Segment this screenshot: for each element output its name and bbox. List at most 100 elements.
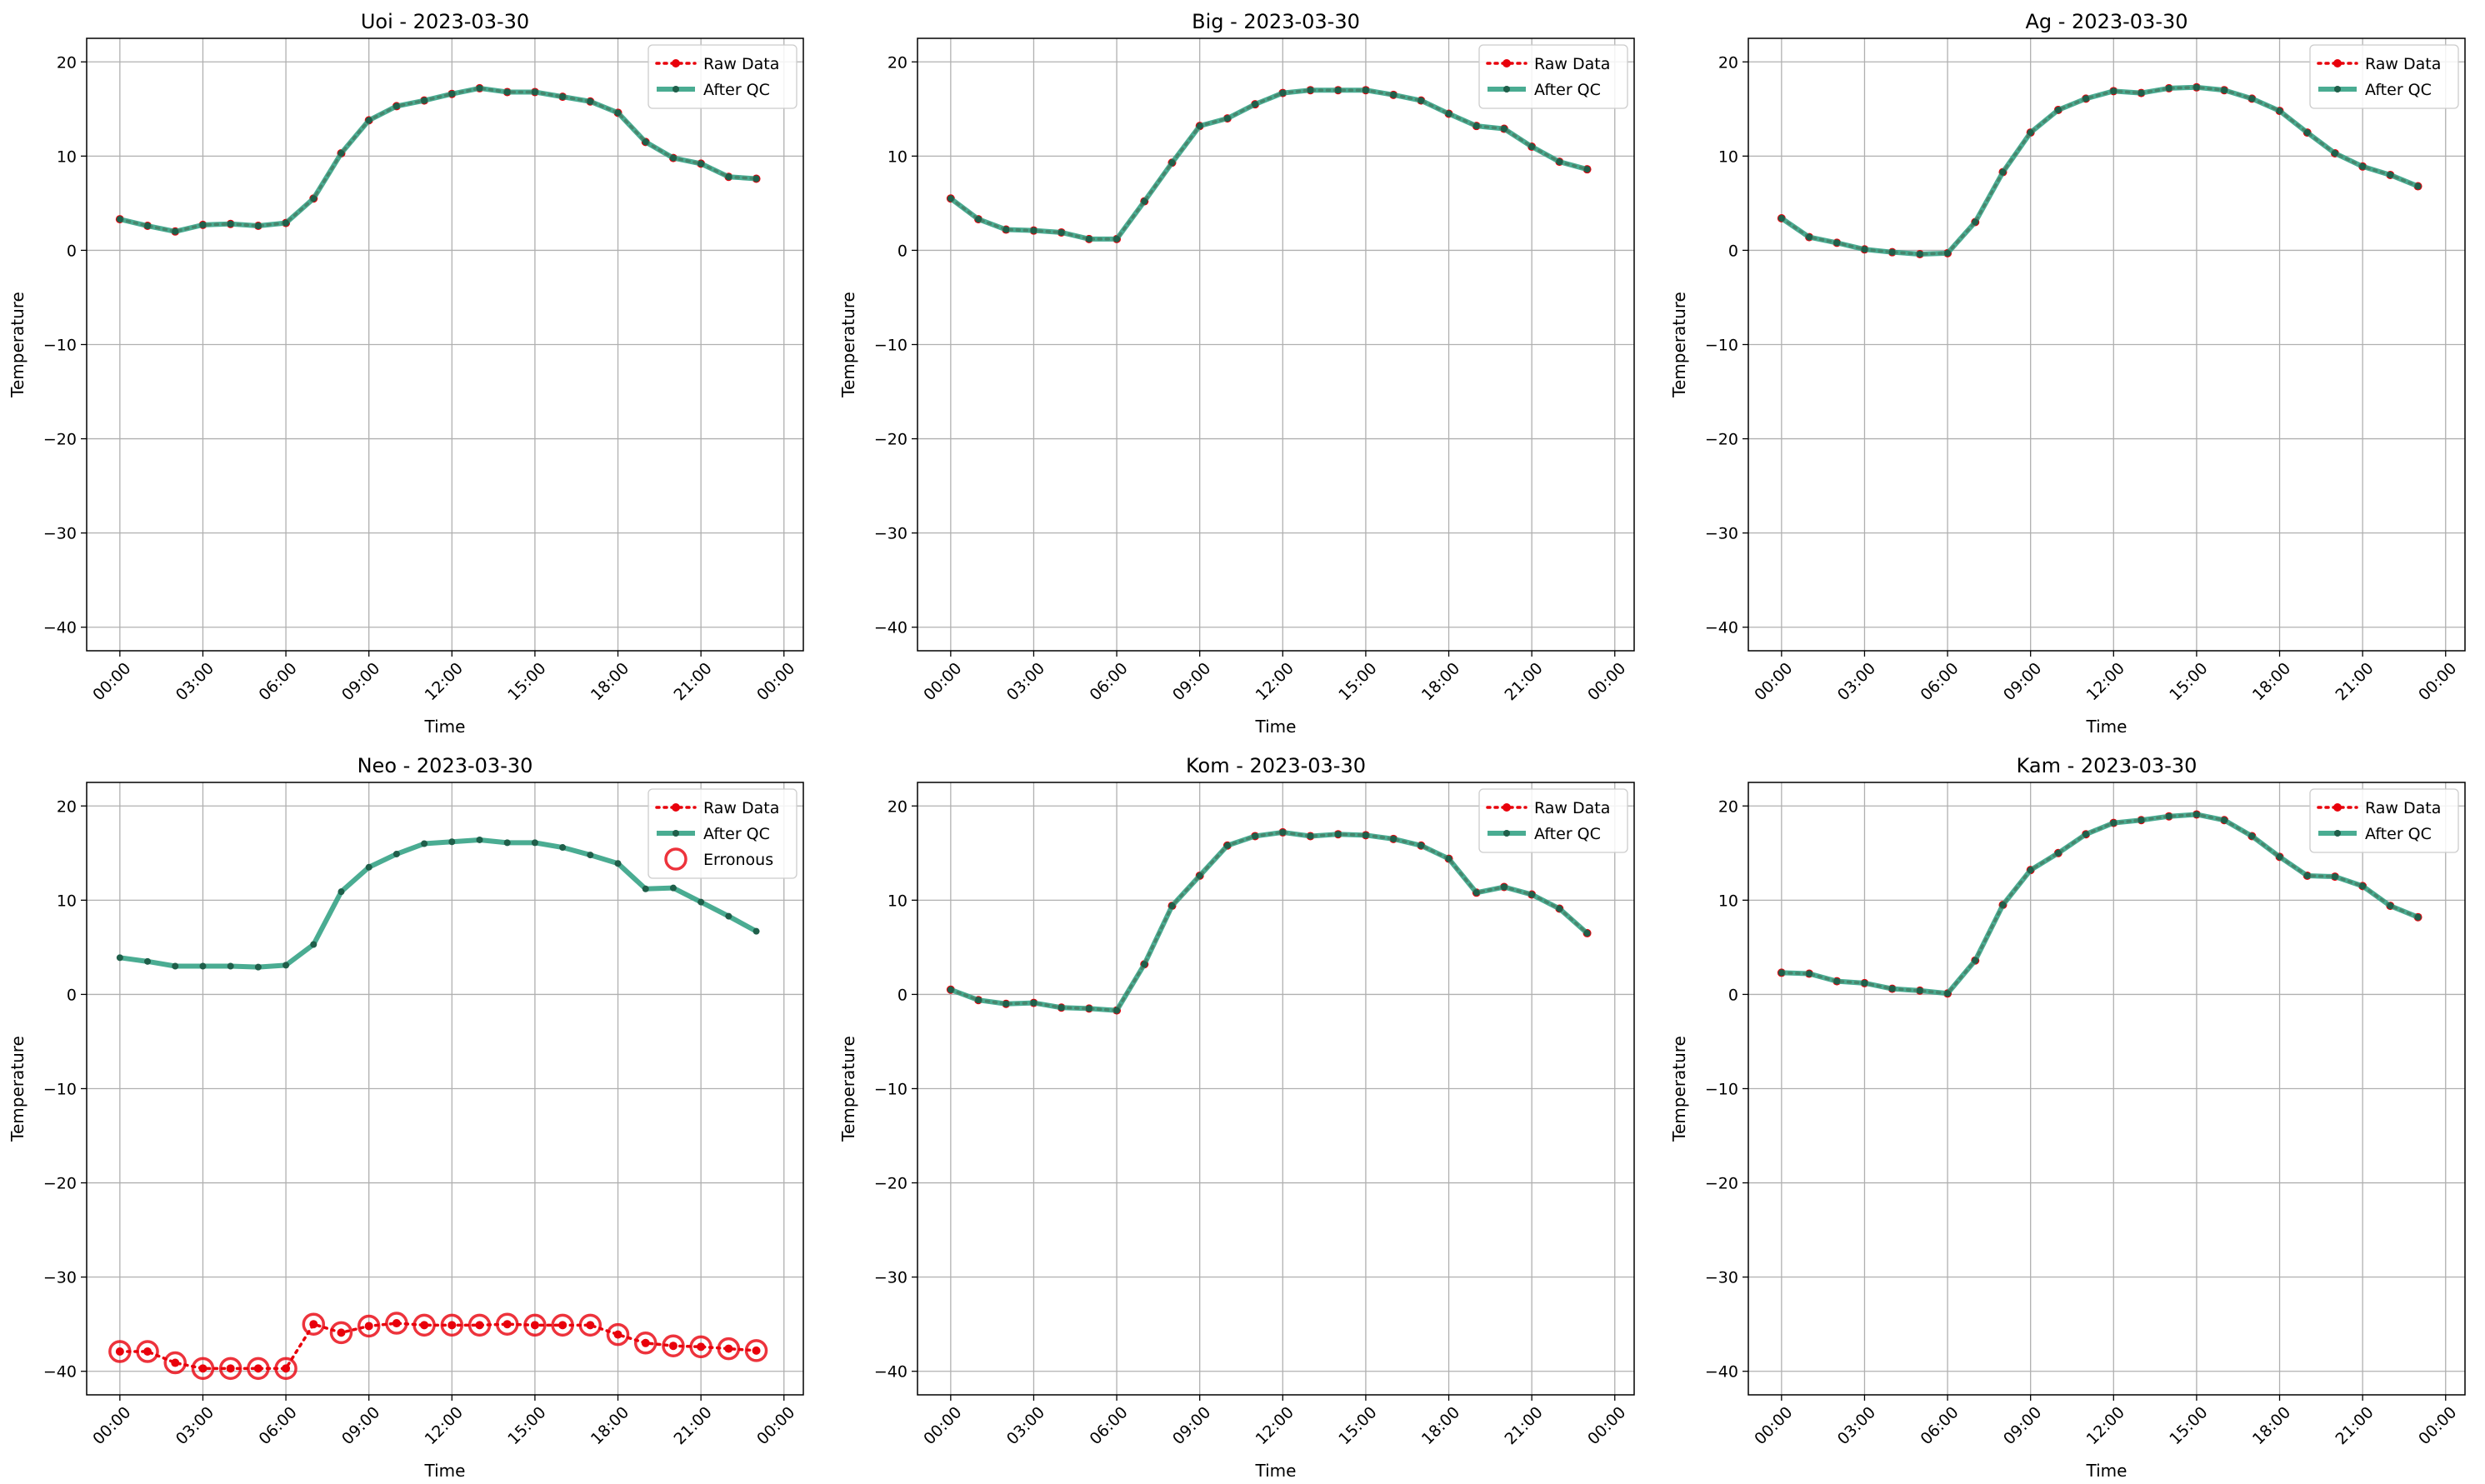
legend-label: Raw Data (2365, 799, 2441, 817)
qc-point (1916, 250, 1923, 257)
x-tick-label: 12:00 (1252, 659, 1298, 704)
y-tick-label: 20 (57, 797, 77, 816)
y-tick-label: 20 (1718, 797, 1738, 816)
raw-point (475, 1321, 484, 1330)
legend: Raw Data After QC Erronous (648, 788, 798, 879)
qc-point (172, 962, 179, 970)
qc-point (587, 97, 594, 105)
x-tick-label: 03:00 (172, 659, 218, 704)
legend-marker-qc (672, 86, 679, 92)
qc-point (642, 885, 649, 892)
qc-point (1058, 228, 1065, 236)
qc-point (1556, 905, 1563, 912)
raw-point (420, 1321, 429, 1330)
qc-point (254, 963, 262, 971)
qc-point (2359, 162, 2367, 170)
grid (87, 38, 803, 651)
x-tick-label: 00:00 (1584, 1403, 1629, 1448)
x-tick-label: 06:00 (1086, 659, 1131, 704)
qc-point (1418, 842, 1425, 849)
qc-point (614, 860, 622, 867)
y-tick-label: −20 (43, 1175, 77, 1193)
qc-point (1168, 159, 1176, 167)
x-tick-label: 18:00 (588, 1403, 632, 1448)
x-tick-label: 06:00 (1086, 1403, 1131, 1448)
qc-point (2414, 913, 2422, 921)
erroneous-marker (633, 1332, 658, 1355)
qc-point (2082, 95, 2090, 102)
y-tick-label: 0 (67, 986, 77, 1004)
raw-point (226, 1364, 235, 1373)
x-tick-label: 09:00 (338, 659, 383, 704)
raw-point (586, 1321, 595, 1330)
y-tick-label: 0 (67, 242, 77, 260)
qc-point (2221, 87, 2228, 94)
qc-point (1141, 197, 1148, 205)
x-tick-label: 09:00 (1169, 1403, 1214, 1448)
series-dotted (1777, 82, 2422, 258)
x-tick-label: 03:00 (1834, 659, 1879, 704)
qc-point (2387, 902, 2394, 910)
raw-point (171, 1358, 180, 1367)
qc-point (199, 962, 207, 970)
qc-point (199, 221, 207, 228)
qc-point (1999, 902, 2007, 908)
qc-point (1196, 872, 1203, 879)
legend-label: After QC (2365, 825, 2432, 843)
qc-point (1556, 158, 1563, 166)
raw-point (364, 1322, 373, 1331)
y-tick-label: −10 (874, 1081, 908, 1099)
y-axis-label: Temperature (1669, 292, 1689, 398)
x-tick-label: 00:00 (1584, 659, 1629, 704)
series-dotted (115, 1319, 761, 1373)
erroneous-marker (163, 1351, 188, 1375)
qc-point (1944, 249, 1952, 257)
x-axis-label: Time (1255, 1461, 1297, 1481)
qc-point (1861, 246, 1868, 253)
legend-marker-raw (1502, 59, 1511, 67)
legend: Raw Data After QC (2309, 44, 2459, 109)
legend-label: Raw Data (703, 799, 779, 817)
qc-point (559, 844, 567, 852)
raw-point (697, 1342, 706, 1352)
legend-label: After QC (1534, 81, 1601, 99)
qc-point (2331, 149, 2338, 157)
qc-point (1861, 979, 1868, 987)
qc-point (975, 997, 982, 1004)
legend-marker-qc (672, 830, 679, 837)
y-tick-label: 20 (888, 53, 908, 72)
qc-point (2303, 872, 2311, 879)
qc-point (1223, 115, 1231, 122)
legend-marker-erroneous (664, 847, 688, 871)
x-tick-label: 18:00 (588, 659, 632, 704)
legend-marker-qc (2334, 830, 2341, 837)
erroneous-marker (495, 1312, 519, 1336)
raw-line (949, 831, 1589, 1012)
y-tick-label: −10 (1705, 1081, 1738, 1099)
erroneous-marker (523, 1313, 547, 1337)
qc-point (1472, 889, 1480, 897)
y-tick-label: 0 (1728, 986, 1738, 1004)
qc-point (1279, 828, 1287, 836)
legend: Raw Data After QC (1478, 44, 1628, 109)
qc-point (1806, 233, 1813, 241)
qc-point (1472, 122, 1480, 130)
x-tick-label: 12:00 (1252, 1403, 1298, 1448)
qc-point (144, 957, 152, 965)
y-tick-label: −40 (43, 619, 77, 637)
y-tick-label: −30 (43, 1269, 77, 1287)
subplot-1: 20 10 0 −10 −20 −30 −40 00:00 03:00 06:00 09:00 12:… (838, 10, 1635, 737)
qc-point (1390, 835, 1398, 842)
qc-point (2165, 812, 2172, 820)
qc-point (947, 986, 954, 993)
qc-point (1500, 125, 1508, 132)
x-tick-label: 18:00 (1418, 1403, 1463, 1448)
raw-point (530, 1321, 539, 1330)
x-axis-label: Time (424, 1461, 466, 1481)
series-solid (116, 836, 760, 971)
qc-line (948, 87, 1590, 242)
qc-point (614, 109, 622, 117)
y-axis-label: Temperature (838, 1036, 858, 1142)
qc-point (559, 93, 567, 101)
qc-point (1390, 91, 1398, 98)
